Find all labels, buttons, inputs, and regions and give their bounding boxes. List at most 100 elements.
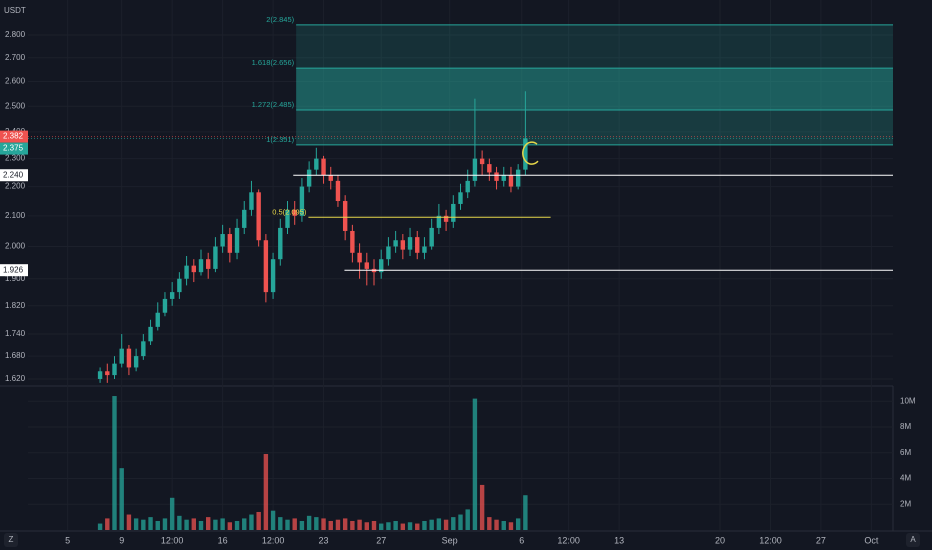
x-tick-label: 23 <box>319 535 329 545</box>
volume-bar <box>292 518 297 530</box>
y-tick-label: 2.700 <box>5 53 26 62</box>
fib-label: 2(2.845) <box>266 15 294 24</box>
axes: 5 9 12:00 16 12:00 23 27 Sep 6 12:00 13 20 12:00 27 Oc… <box>0 30 916 545</box>
x-tick-label: Sep <box>442 535 458 545</box>
fib-label: 1.272(2.485) <box>252 100 295 109</box>
candle-body <box>213 246 218 269</box>
volume-bar <box>335 519 341 530</box>
x-tick-label: 9 <box>119 535 124 545</box>
candle-body <box>242 209 247 228</box>
volume-bar <box>270 510 276 530</box>
price-tag-label: 1.926 <box>3 265 24 274</box>
price-tag <box>0 264 28 277</box>
y-tick-label: 1.820 <box>5 301 26 310</box>
candle-body <box>155 312 160 327</box>
candle-body <box>278 227 283 260</box>
candle-body <box>508 175 514 187</box>
volume-bar <box>314 517 319 530</box>
volume-tick-label: 4M <box>900 474 911 483</box>
price-tag <box>0 169 28 182</box>
fib-zone <box>296 24 893 69</box>
volume-bar <box>371 520 377 530</box>
candle-body <box>314 158 319 170</box>
volume-bar <box>278 517 283 530</box>
price-tag-label: 2.240 <box>3 170 24 179</box>
y-tick-label: 2.600 <box>5 77 26 86</box>
candle-body <box>133 356 139 368</box>
volume-bar <box>350 520 355 530</box>
volume-tick-label: 6M <box>900 448 911 457</box>
volume-bar <box>133 518 139 530</box>
left-button-label[interactable]: Z <box>9 535 14 544</box>
price-tag-label: 2.382 <box>3 132 24 141</box>
volume-bar <box>342 518 348 530</box>
volume-bar <box>177 515 182 530</box>
candle-body <box>184 265 189 279</box>
volume-bar <box>256 511 261 530</box>
candle-body <box>429 227 434 247</box>
candle-body <box>306 169 312 187</box>
candle-body <box>364 262 369 269</box>
candle-body <box>523 138 528 170</box>
right-button[interactable] <box>906 533 920 547</box>
x-tick-label: 27 <box>816 535 826 545</box>
candle-body <box>400 240 406 250</box>
candle-body <box>206 259 211 269</box>
volume-bar <box>379 523 384 530</box>
volume-bar <box>148 517 153 530</box>
candle-body <box>465 180 470 193</box>
volume-bar <box>112 396 117 530</box>
volume-bar <box>285 519 290 530</box>
y-tick-label: 2.500 <box>5 101 26 110</box>
candle-body <box>177 278 182 293</box>
volume-bar <box>306 515 312 530</box>
volume-bar <box>141 519 146 530</box>
candle-body <box>285 209 290 228</box>
candle-body <box>112 363 117 376</box>
volume-bar <box>494 519 499 530</box>
volume-bar <box>436 518 442 530</box>
fib-zone <box>296 68 893 110</box>
candle-body <box>379 259 384 273</box>
candle-body <box>191 265 196 273</box>
candle-body <box>328 175 333 181</box>
volume-bar <box>184 519 189 530</box>
annotation-arc <box>522 141 539 165</box>
currency-label: USDT <box>4 6 26 15</box>
volume-bar <box>162 518 168 530</box>
y-tick-label: 2.800 <box>5 30 26 39</box>
volume-bar <box>213 519 218 530</box>
volume-bar <box>364 522 369 530</box>
candle-body <box>169 292 175 299</box>
price-tag-label: 2.375 <box>3 144 24 153</box>
x-tick-label: 12:00 <box>557 535 580 545</box>
candle-body <box>393 240 398 247</box>
candle-body <box>105 371 110 376</box>
volume-bar <box>321 518 326 530</box>
candle-body <box>494 172 499 181</box>
left-button[interactable] <box>4 533 18 547</box>
candle-body <box>487 164 492 173</box>
volume-bar <box>407 522 413 530</box>
right-button-label[interactable]: A <box>910 535 916 544</box>
volume-bar <box>227 522 233 530</box>
candle-body <box>292 209 297 216</box>
volume-bar <box>97 523 103 530</box>
candle-body <box>451 203 456 222</box>
volume-bar <box>429 519 434 530</box>
candle-body <box>148 326 153 342</box>
volume-bar <box>119 468 124 530</box>
x-tick-label: 16 <box>218 535 228 545</box>
volume-bar <box>105 518 110 530</box>
volume-bar <box>126 514 132 530</box>
fib-label: 1.618(2.656) <box>252 58 295 67</box>
volume-bar <box>487 517 492 530</box>
candle-body <box>227 234 233 253</box>
candle-body <box>162 298 168 313</box>
volume-bar <box>155 520 160 530</box>
price-tag <box>0 130 28 143</box>
candle-body <box>443 215 449 222</box>
candle-body <box>335 180 341 202</box>
y-tick-label: 1.620 <box>5 374 26 383</box>
